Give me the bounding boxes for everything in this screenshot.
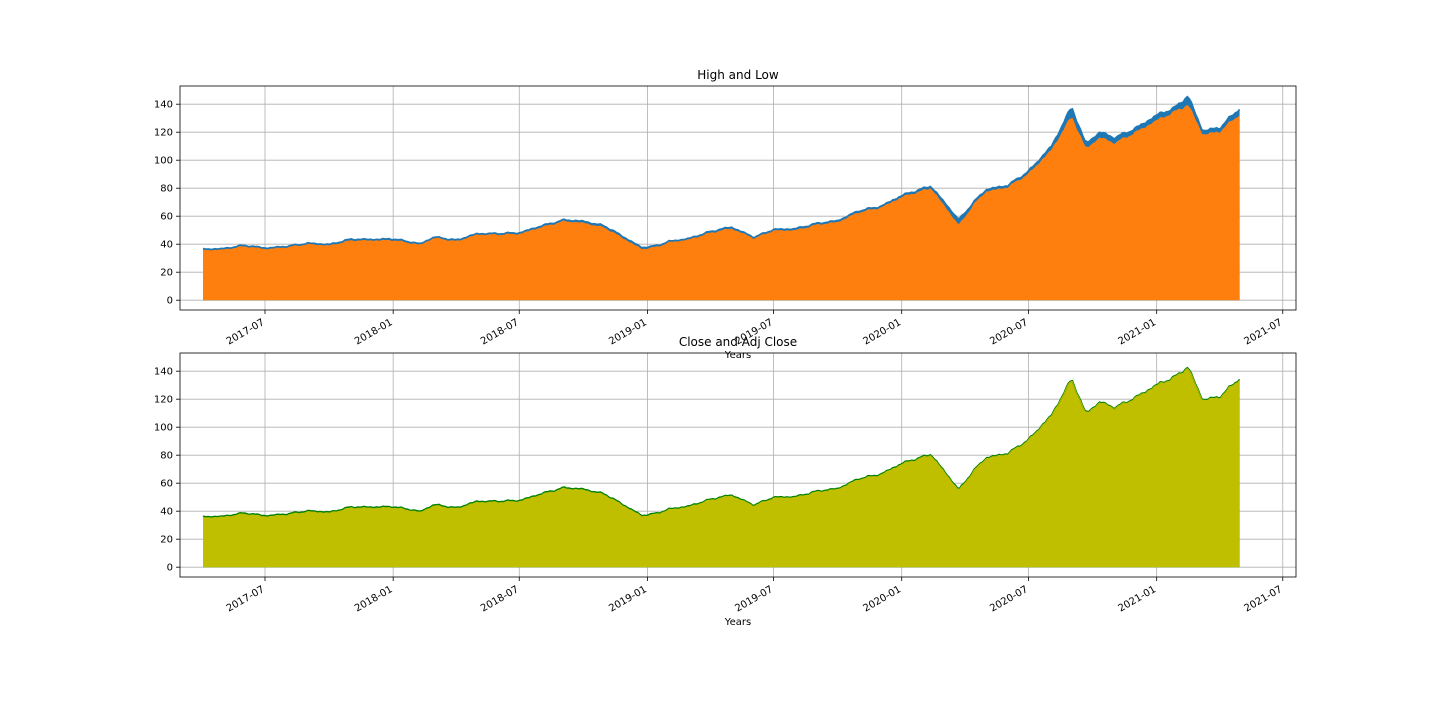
close-adj-close-x-axis-label: Years bbox=[724, 617, 751, 628]
high-low-y-axis: 0 20 40 60 80 100 120 140 bbox=[154, 100, 180, 307]
close-adj-close-y-tick-label: 20 bbox=[160, 535, 173, 546]
high-low-plot-frame bbox=[179, 85, 1297, 311]
close-adj-close-plot-frame bbox=[179, 352, 1297, 578]
close-adj-close-y-tick-label: 60 bbox=[160, 479, 173, 490]
close-adj-close-y-tick-label: 100 bbox=[154, 423, 173, 434]
high-low-y-tick-label: 140 bbox=[154, 100, 173, 111]
close-adj-close-lines bbox=[202, 366, 1241, 519]
high-low-y-tick-label: 120 bbox=[154, 128, 173, 139]
close-adj-close-y-axis: 0 20 40 60 80 100 120 140 bbox=[154, 367, 180, 574]
high-low-title: High and Low bbox=[697, 68, 779, 82]
close-adj-close-y-tick-label: 40 bbox=[160, 507, 173, 518]
high-low-y-tick-label: 0 bbox=[167, 296, 173, 307]
high-low-series-0-line bbox=[202, 95, 1241, 251]
high-low-lines bbox=[202, 95, 1241, 252]
close-adj-close-y-tick-label: 80 bbox=[160, 451, 173, 462]
high-low-y-tick-label: 80 bbox=[160, 184, 173, 195]
close-adj-close-y-tick-label: 0 bbox=[167, 563, 173, 574]
high-low-y-tick-label: 20 bbox=[160, 268, 173, 279]
close-adj-close-y-tick-label: 120 bbox=[154, 395, 173, 406]
high-low-x-axis-label: Years bbox=[724, 350, 751, 361]
close-adj-close-title: Close and Adj Close bbox=[679, 335, 797, 349]
close-adj-close-series-1-line bbox=[202, 367, 1240, 519]
high-low-y-tick-label: 100 bbox=[154, 156, 173, 167]
high-low-y-tick-label: 40 bbox=[160, 240, 173, 251]
high-low-series-1-area bbox=[203, 105, 1240, 301]
high-low-y-tick-label: 60 bbox=[160, 212, 173, 223]
close-adj-close-areas bbox=[203, 367, 1240, 568]
close-adj-close-series-1-area bbox=[203, 368, 1240, 568]
close-adj-close-y-tick-label: 140 bbox=[154, 367, 173, 378]
high-low-areas bbox=[203, 96, 1240, 301]
high-low-series-1-line bbox=[202, 104, 1240, 252]
